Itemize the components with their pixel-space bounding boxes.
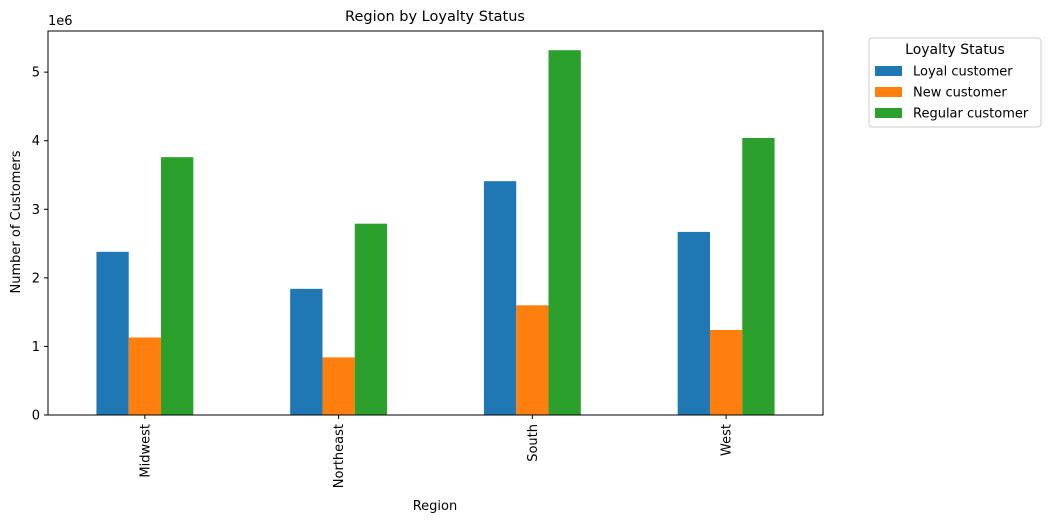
y-axis-label: Number of Customers	[9, 150, 24, 293]
legend-entry: New customer	[913, 86, 1007, 101]
x-tick-label: West	[720, 424, 735, 456]
bar-regular-customer-northeast	[354, 223, 388, 415]
bar-new-customer-west	[709, 329, 743, 415]
legend-swatch	[875, 87, 902, 97]
x-tick-label: South	[526, 424, 541, 462]
bar-loyal-customer-northeast	[290, 288, 323, 415]
x-axis-label: Region	[413, 499, 458, 514]
y-tick-label: 0	[32, 409, 40, 424]
plot-frame	[47, 30, 824, 416]
bar-regular-customer-west	[742, 137, 775, 415]
bar-loyal-customer-midwest	[96, 251, 129, 415]
bar-regular-customer-midwest	[161, 157, 194, 416]
x-tick-label: Midwest	[138, 424, 153, 478]
chart-title: Region by Loyalty Status	[345, 9, 525, 25]
legend-box	[868, 37, 1042, 128]
bar-new-customer-midwest	[128, 337, 162, 415]
y-tick-label: 1	[32, 340, 40, 355]
legend: Loyalty Status Loyal customer New customer…	[868, 37, 1042, 128]
x-tick-label: Northeast	[332, 424, 347, 488]
bar-loyal-customer-south	[483, 181, 517, 415]
legend-swatch	[875, 66, 902, 76]
y-tick-label: 5	[32, 66, 40, 81]
y-tick-label: 3	[32, 203, 40, 218]
plot-area: Midwest Northeast South West 0 1 2 3 4 5	[32, 30, 824, 488]
y-tick-label: 4	[32, 134, 40, 149]
legend-entry: Regular customer	[913, 107, 1029, 122]
legend-title: Loyalty Status	[905, 42, 1005, 58]
bar-loyal-customer-west	[677, 231, 710, 415]
legend-swatch	[875, 108, 902, 118]
y-tick-label: 2	[32, 271, 40, 286]
legend-entry: Loyal customer	[913, 65, 1013, 80]
bar-new-customer-northeast	[322, 357, 355, 415]
bar-new-customer-south	[516, 305, 549, 415]
y-axis-offset-label: 1e6	[48, 14, 73, 29]
bar-regular-customer-south	[548, 50, 581, 415]
